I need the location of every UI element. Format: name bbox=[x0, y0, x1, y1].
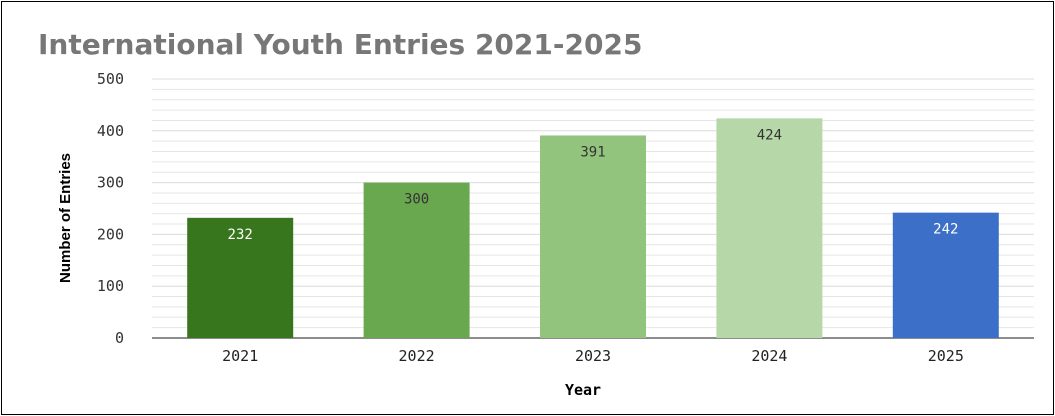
chart-title: International Youth Entries 2021-2025 bbox=[38, 28, 642, 61]
x-tick-label: 2021 bbox=[222, 347, 258, 365]
data-label-2025: 242 bbox=[933, 222, 958, 238]
y-axis-ticks: 0 100 200 300 400 500 bbox=[97, 70, 124, 347]
y-tick-label: 500 bbox=[97, 70, 124, 88]
x-tick-label: 2022 bbox=[399, 347, 435, 365]
data-label-2021: 232 bbox=[228, 227, 253, 243]
bar-2024 bbox=[716, 118, 823, 338]
y-tick-label: 300 bbox=[97, 174, 124, 192]
bar-2023 bbox=[540, 135, 646, 338]
bar-2021 bbox=[187, 217, 294, 338]
x-tick-label: 2023 bbox=[575, 347, 611, 365]
x-tick-label: 2024 bbox=[751, 347, 787, 365]
data-label-2024: 424 bbox=[757, 127, 782, 143]
bars: 232 300 391 424 242 bbox=[187, 118, 999, 338]
data-label-2022: 300 bbox=[404, 192, 429, 208]
y-tick-label: 100 bbox=[97, 277, 124, 295]
y-tick-label: 400 bbox=[97, 122, 124, 140]
y-tick-label: 0 bbox=[115, 329, 124, 347]
x-axis-ticks: 2021 2022 2023 2024 2025 bbox=[222, 347, 964, 365]
x-axis-title: Year bbox=[565, 381, 601, 399]
bar-2022 bbox=[363, 182, 470, 338]
x-tick-label: 2025 bbox=[928, 347, 964, 365]
data-label-2023: 391 bbox=[580, 144, 605, 160]
y-axis-title: Number of Entries bbox=[57, 153, 74, 283]
y-tick-label: 200 bbox=[97, 225, 124, 243]
bar-2025 bbox=[892, 212, 999, 338]
